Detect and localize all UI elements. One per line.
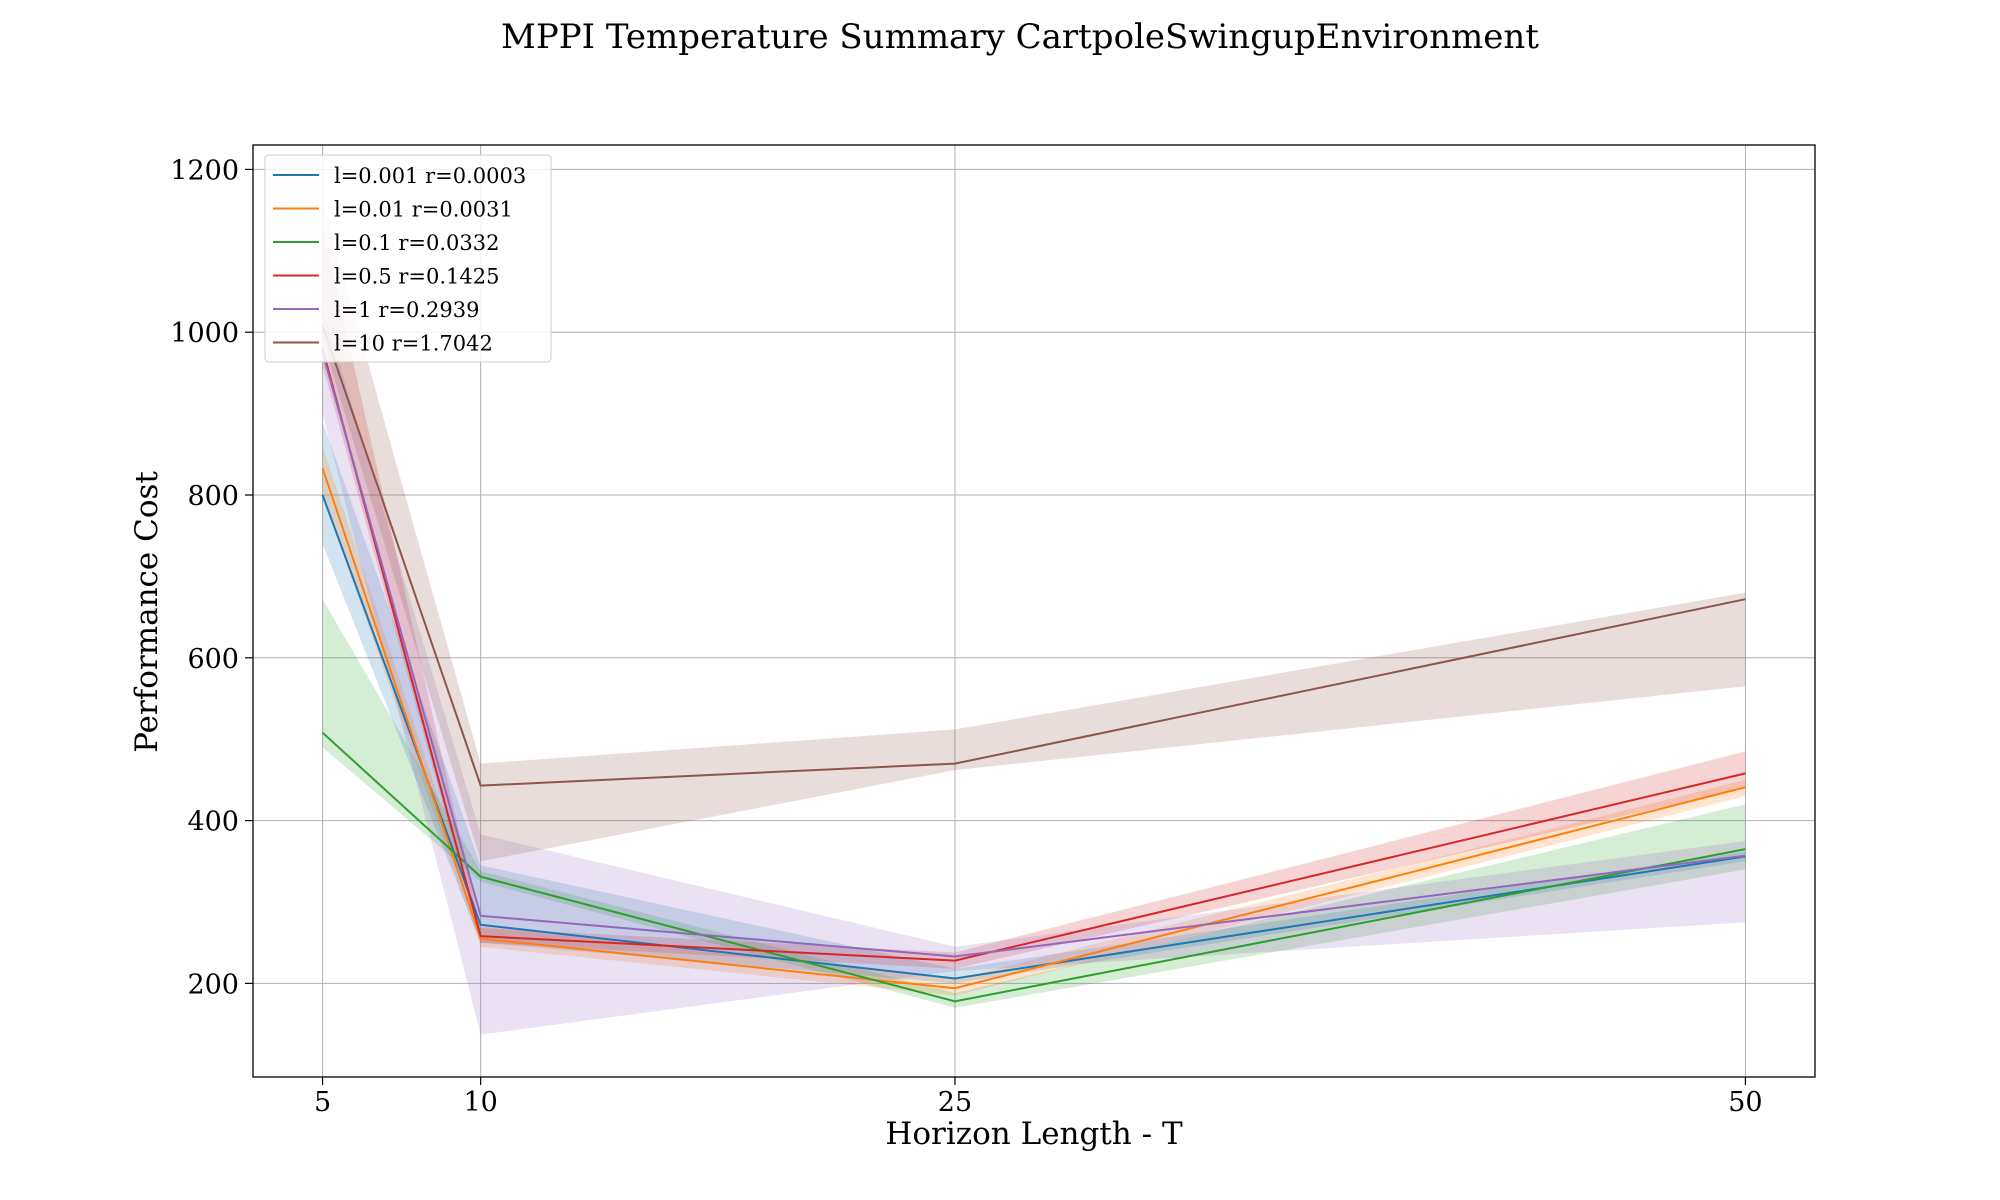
series-line [321, 731, 1746, 1003]
legend-label: l=0.5 r=0.1425 [334, 265, 500, 289]
y-axis-label: Performance Cost [129, 471, 165, 753]
legend-label: l=0.1 r=0.0332 [334, 231, 500, 255]
legend-label: l=10 r=1.7042 [334, 332, 493, 356]
y-tick-label: 200 [187, 969, 239, 1000]
series-band [322, 307, 1746, 1035]
series-line [321, 325, 1746, 787]
y-tick-label: 600 [187, 644, 239, 675]
y-tick-label: 1000 [170, 318, 239, 349]
series-line [321, 352, 1746, 958]
plot-frame [252, 144, 1816, 1078]
y-tick-label: 1200 [170, 155, 239, 186]
grid-lines [253, 145, 1815, 1077]
legend: l=0.001 r=0.0003 l=0.01 r=0.0031 l=0.1 r=0… [264, 154, 552, 363]
series-line [321, 348, 1746, 962]
series-band [322, 599, 1746, 1008]
series-line [321, 494, 1746, 980]
x-tick-label: 10 [463, 1087, 497, 1118]
legend-box [264, 154, 552, 363]
x-axis-label: Horizon Length - T [885, 1116, 1183, 1152]
confidence-bands [322, 201, 1746, 1035]
y-tick-label: 400 [187, 807, 239, 838]
axis-ticks: 5 10 25 50 200 400 600 800 1000 1200 [170, 155, 1762, 1118]
series-band [322, 201, 1746, 862]
chart-title: MPPI Temperature Summary CartpoleSwingup… [501, 17, 1539, 57]
legend-label: l=0.001 r=0.0003 [334, 164, 526, 188]
x-tick-label: 50 [1728, 1087, 1762, 1118]
x-tick-label: 5 [314, 1087, 331, 1118]
legend-label: l=1 r=0.2939 [334, 298, 479, 322]
series-lines [321, 325, 1746, 1003]
x-tick-label: 25 [938, 1087, 972, 1118]
legend-label: l=0.01 r=0.0031 [334, 198, 513, 222]
y-tick-label: 800 [187, 481, 239, 512]
series-line [321, 467, 1746, 990]
